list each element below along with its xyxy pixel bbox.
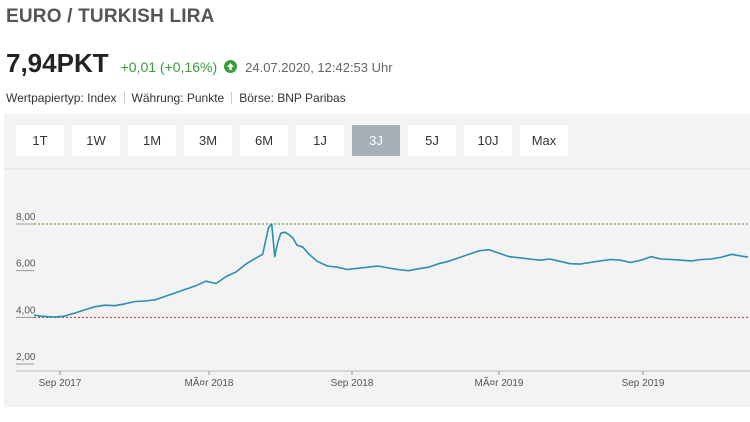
meta-divider <box>123 92 125 104</box>
range-tab-3m[interactable]: 3M <box>184 125 232 156</box>
currency-info: Währung: Punkte <box>131 91 225 105</box>
range-tab-3j[interactable]: 3J <box>352 125 400 156</box>
range-tab-1j[interactable]: 1J <box>296 125 344 156</box>
quote-timestamp: 24.07.2020, 12:42:53 Uhr <box>245 60 393 75</box>
range-tab-1m[interactable]: 1M <box>128 125 176 156</box>
page-title: EURO / TURKISH LIRA <box>6 6 215 27</box>
price-value: 7,94PKT <box>6 48 109 78</box>
price-change: +0,01 (+0,16%) <box>120 59 218 75</box>
price-chart: 2,00 4,00 6,00 8,00 Sep 2017 MÃ¤r 2018 Sep 201… <box>4 168 750 389</box>
security-type: Wertpapiertyp: Index <box>6 91 117 105</box>
y-tick-label: 8,00 <box>16 212 36 223</box>
x-tick-label: MÃ¤r 2018 <box>185 376 234 389</box>
x-tick-label: Sep 2019 <box>622 378 665 389</box>
x-tick-label: MÃ¤r 2019 <box>475 376 524 389</box>
instrument-meta: Wertpapiertyp: Index Währung: Punkte Bör… <box>6 91 346 105</box>
range-tab-1w[interactable]: 1W <box>72 125 120 156</box>
y-tick-label: 6,00 <box>16 259 36 270</box>
range-tab-1t[interactable]: 1T <box>16 125 64 156</box>
range-tab-10j[interactable]: 10J <box>464 125 512 156</box>
range-selector: 1T 1W 1M 3M 6M 1J 3J 5J 10J Max <box>16 125 576 156</box>
range-tab-max[interactable]: Max <box>520 125 568 156</box>
meta-divider <box>231 92 233 104</box>
quote-row: 7,94PKT +0,01 (+0,16%) 24.07.2020, 12:42… <box>6 48 393 79</box>
x-tick-label: Sep 2018 <box>331 378 374 389</box>
range-tab-6m[interactable]: 6M <box>240 125 288 156</box>
range-tab-5j[interactable]: 5J <box>408 125 456 156</box>
y-tick-label: 2,00 <box>16 352 36 363</box>
exchange-info: Börse: BNP Paribas <box>239 91 346 105</box>
arrow-up-circle-icon <box>224 60 238 73</box>
x-tick-label: Sep 2017 <box>39 378 82 389</box>
chart-panel: 1T 1W 1M 3M 6M 1J 3J 5J 10J Max 2,00 4,00 6,00 8,00 S… <box>4 114 750 407</box>
price-series-line <box>33 223 749 318</box>
y-tick-label: 4,00 <box>16 305 36 316</box>
